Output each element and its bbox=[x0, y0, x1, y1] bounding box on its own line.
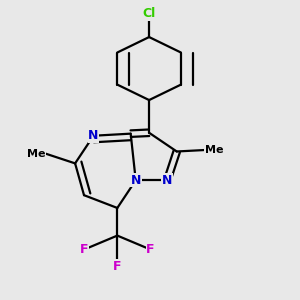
Text: Cl: Cl bbox=[142, 8, 156, 20]
Text: Me: Me bbox=[205, 145, 224, 155]
Text: N: N bbox=[162, 174, 172, 187]
Text: N: N bbox=[130, 174, 141, 187]
Text: N: N bbox=[88, 129, 99, 142]
Text: F: F bbox=[113, 260, 122, 273]
Text: F: F bbox=[146, 243, 155, 256]
Text: Me: Me bbox=[27, 148, 45, 159]
Text: F: F bbox=[80, 243, 88, 256]
